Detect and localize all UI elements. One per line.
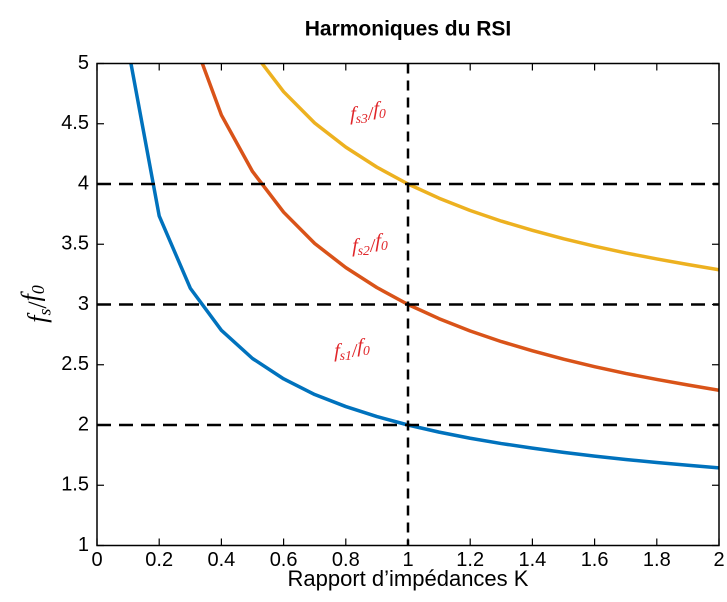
x-tick-label: 1.8 [643, 549, 671, 571]
chart-title: Harmoniques du RSI [305, 18, 512, 41]
annotation: fs2/f0 [352, 230, 388, 259]
x-tick-label: 0.6 [270, 549, 298, 571]
x-tick-label: 1.2 [456, 549, 484, 571]
y-axis-label-part: s [35, 308, 55, 315]
x-tick-label: 1 [402, 549, 413, 571]
annotation-part: / [370, 235, 376, 257]
annotation-part: f [334, 340, 342, 362]
y-tick-label: 5 [78, 52, 89, 74]
annotation-part: s2 [358, 243, 370, 258]
y-tick-label: 3.5 [61, 233, 89, 255]
x-tick-label: 0.4 [207, 549, 235, 571]
x-tick-label: 0.8 [332, 549, 360, 571]
annotation-part: / [352, 340, 358, 362]
x-tick-label: 1.4 [518, 549, 546, 571]
annotation-part: 0 [363, 343, 370, 358]
y-tick-label: 4 [78, 172, 89, 194]
series-line [129, 63, 719, 470]
y-tick-label: 2.5 [61, 353, 89, 375]
series-line [200, 63, 719, 393]
y-tick-label: 4.5 [61, 112, 89, 134]
x-tick-label: 0.2 [145, 549, 173, 571]
annotation-part: f [350, 103, 358, 125]
x-tick-label: 1.6 [581, 549, 609, 571]
plot-area [129, 63, 719, 470]
annotation-part: 0 [381, 238, 388, 253]
annotation-part: f [375, 230, 383, 252]
annotation: fs1/f0 [334, 335, 370, 364]
y-axis-label-part: f [23, 312, 52, 323]
y-tick-label: 2 [78, 413, 89, 435]
y-axis-label-part: 0 [28, 285, 48, 294]
annotation-part: s1 [340, 348, 352, 363]
annotation-part: f [352, 235, 360, 257]
x-tick-label: 2 [713, 549, 724, 571]
x-tick-label: 0 [91, 549, 102, 571]
annotation-part: 0 [379, 106, 386, 121]
y-axis-label-part: f [16, 290, 45, 301]
annotation: fs3/f0 [350, 98, 386, 127]
annotation-part: f [357, 335, 365, 357]
series-line [259, 63, 719, 272]
y-axis-label: fs/f0 [16, 285, 54, 323]
annotation-part: f [373, 98, 381, 120]
y-axis-label-part: / [23, 301, 52, 309]
y-tick-label: 1.5 [61, 474, 89, 496]
annotation-part: / [368, 103, 374, 125]
x-axis-label: Rapport d’impédances K [288, 566, 529, 591]
y-tick-label: 3 [78, 293, 89, 315]
y-tick-label: 1 [78, 534, 89, 556]
annotation-part: s3 [356, 111, 368, 126]
